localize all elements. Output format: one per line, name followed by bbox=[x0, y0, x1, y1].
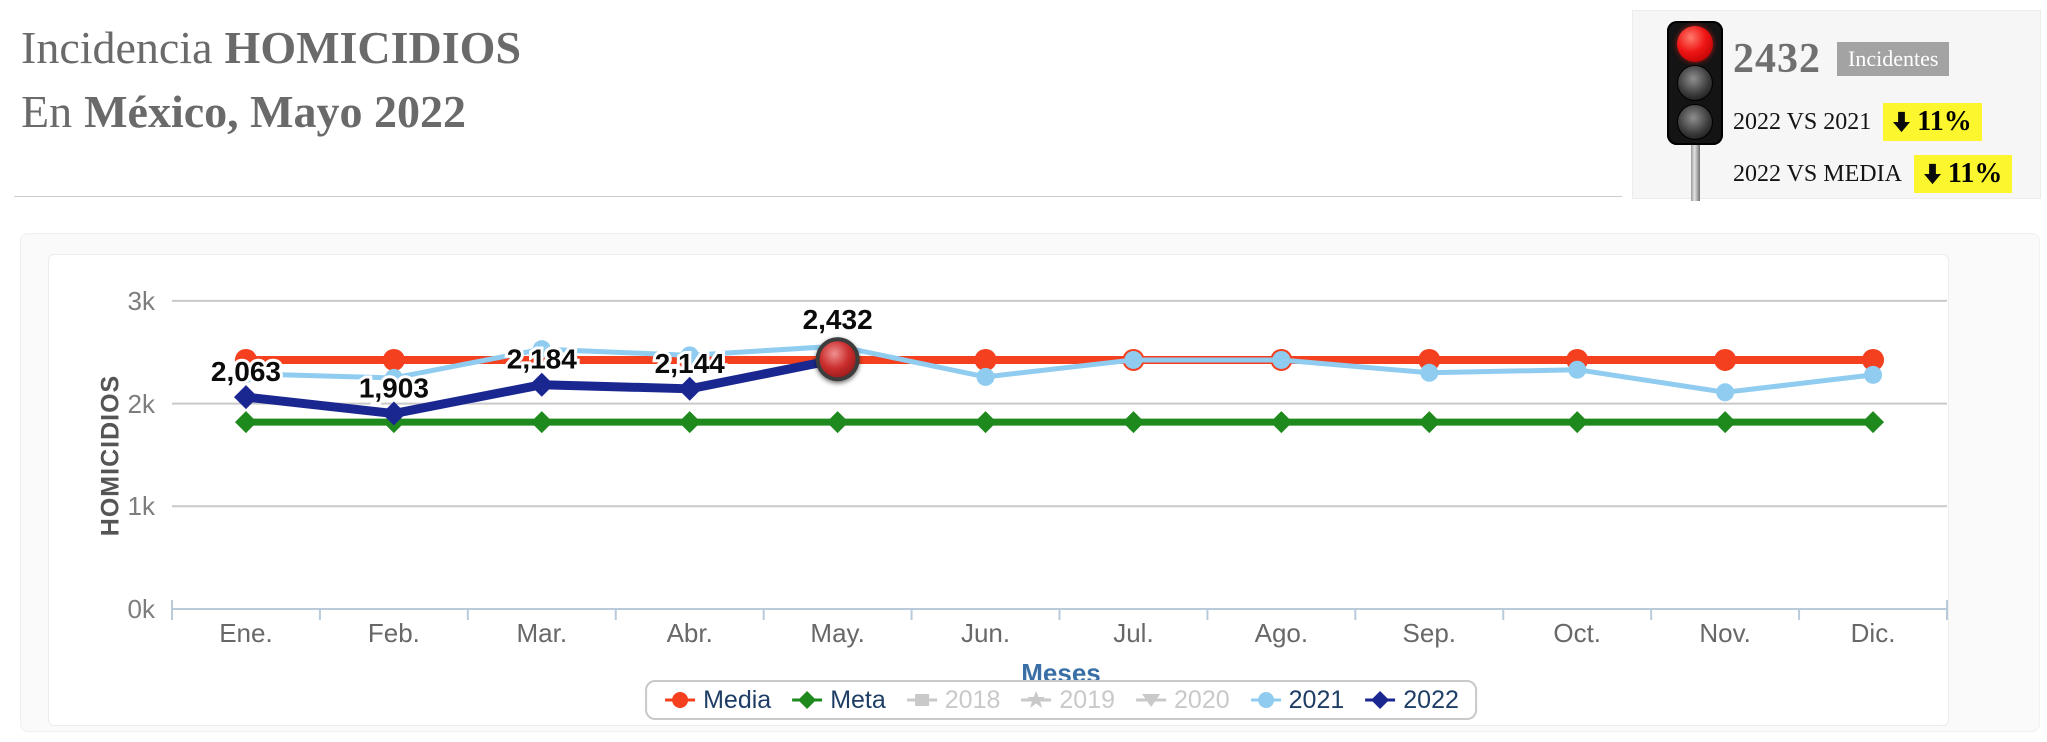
legend-label: 2022 bbox=[1403, 685, 1459, 714]
legend-item-2020[interactable]: 2020 bbox=[1134, 686, 1230, 715]
legend-label: 2020 bbox=[1174, 685, 1230, 714]
y-tick-label: 2k bbox=[127, 388, 155, 419]
x-tick-label: Sep. bbox=[1402, 618, 1457, 648]
down-arrow-icon bbox=[1923, 163, 1941, 185]
comparison-value: 11% bbox=[1947, 158, 2003, 189]
y-tick-label: 3k bbox=[127, 285, 155, 316]
x-tick-label: Ene. bbox=[219, 618, 273, 648]
incidents-badge: Incidentes bbox=[1837, 42, 1950, 76]
legend-item-2022[interactable]: 2022 bbox=[1363, 686, 1459, 715]
y-axis-title: HOMICIDIOS bbox=[96, 374, 125, 537]
legend-label: 2021 bbox=[1288, 685, 1345, 714]
legend-marker-star-icon bbox=[1021, 691, 1052, 708]
plot-panel: 2,063 1,903 2,184 2,144 2,432 HOMICIDIOS 0k 1… bbox=[48, 254, 1949, 726]
comparison-label: 2022 VS MEDIA bbox=[1733, 160, 1902, 187]
incidents-row: 2432 Incidentes bbox=[1733, 35, 1950, 83]
status-panel: 2432 Incidentes 2022 VS 2021 11% 2022 VS… bbox=[1632, 10, 2041, 201]
traffic-light-body bbox=[1667, 21, 1723, 145]
comparison-value: 11% bbox=[1917, 106, 1972, 137]
legend-marker-diamond-icon bbox=[792, 691, 823, 709]
y-tick-label: 0k bbox=[127, 594, 155, 624]
svg-text:2,144: 2,144 bbox=[655, 348, 725, 379]
legend-item-media[interactable]: Media bbox=[663, 686, 771, 715]
legend-marker-square-icon bbox=[906, 694, 937, 706]
header-divider bbox=[14, 196, 1622, 197]
traffic-light-red-on bbox=[1677, 26, 1713, 62]
legend-marker-diamond-icon bbox=[1365, 691, 1396, 709]
incidents-value: 2432 bbox=[1733, 36, 1821, 82]
legend-label: Meta bbox=[830, 685, 886, 714]
legend-label: 2018 bbox=[944, 685, 1001, 714]
title-line2-bold: México, Mayo 2022 bbox=[84, 86, 467, 137]
legend-item-2021[interactable]: 2021 bbox=[1249, 685, 1345, 715]
x-tick-label: Dic. bbox=[1850, 618, 1896, 648]
page-title-line2: En México, Mayo 2022 bbox=[21, 80, 521, 144]
y-tick-label: 1k bbox=[127, 491, 155, 522]
traffic-light-yellow-off bbox=[1677, 65, 1713, 101]
legend-label: 2019 bbox=[1059, 685, 1116, 714]
comparison-row-2021: 2022 VS 2021 11% bbox=[1733, 103, 1982, 141]
comparison-label: 2022 VS 2021 bbox=[1733, 108, 1872, 135]
legend-marker-triangle-down-icon bbox=[1136, 694, 1167, 707]
traffic-light-icon bbox=[1667, 21, 1727, 201]
down-arrow-icon bbox=[1893, 111, 1911, 133]
chart-legend: Media Meta 2018 2019 2020 2021 2022 bbox=[645, 680, 1477, 720]
chart-card: 2,063 1,903 2,184 2,144 2,432 HOMICIDIOS 0k 1… bbox=[20, 233, 2040, 732]
x-tick-label: Feb. bbox=[367, 618, 420, 648]
legend-item-2019[interactable]: 2019 bbox=[1019, 686, 1115, 715]
x-tick-label: Abr. bbox=[666, 618, 713, 648]
traffic-light-pole bbox=[1691, 145, 1700, 201]
page-title: Incidencia HOMICIDIOS En México, Mayo 2022 bbox=[21, 16, 521, 144]
traffic-light-green-off bbox=[1677, 104, 1713, 140]
legend-item-2018[interactable]: 2018 bbox=[905, 685, 1001, 715]
comparison-badge: 11% bbox=[1913, 155, 2013, 193]
x-tick-label: Jun. bbox=[960, 618, 1011, 648]
svg-text:2,432: 2,432 bbox=[803, 304, 873, 335]
legend-label: Media bbox=[703, 685, 772, 714]
x-tick-label: Ago. bbox=[1254, 618, 1309, 648]
x-tick-label: Nov. bbox=[1699, 618, 1751, 648]
x-tick-label: Mar. bbox=[516, 618, 568, 648]
title-line2-regular: En bbox=[21, 86, 73, 137]
svg-text:2,063: 2,063 bbox=[211, 356, 281, 387]
title-line1-bold: HOMICIDIOS bbox=[224, 22, 522, 73]
x-tick-label: May. bbox=[810, 618, 865, 648]
page-title-line1: Incidencia HOMICIDIOS bbox=[21, 16, 521, 80]
title-line1-regular: Incidencia bbox=[21, 22, 213, 73]
svg-text:1,903: 1,903 bbox=[359, 373, 429, 404]
svg-text:2,184: 2,184 bbox=[507, 344, 577, 375]
chart-canvas: 2,063 1,903 2,184 2,144 2,432 bbox=[171, 299, 1948, 620]
x-tick-label: Jul. bbox=[1113, 618, 1154, 648]
legend-marker-circle-icon bbox=[1250, 692, 1281, 708]
x-tick-label: Oct. bbox=[1553, 618, 1602, 648]
comparison-row-media: 2022 VS MEDIA 11% bbox=[1733, 155, 2013, 193]
comparison-badge: 11% bbox=[1883, 103, 1982, 141]
legend-marker-circle-icon bbox=[665, 692, 696, 708]
legend-item-meta[interactable]: Meta bbox=[790, 686, 886, 715]
